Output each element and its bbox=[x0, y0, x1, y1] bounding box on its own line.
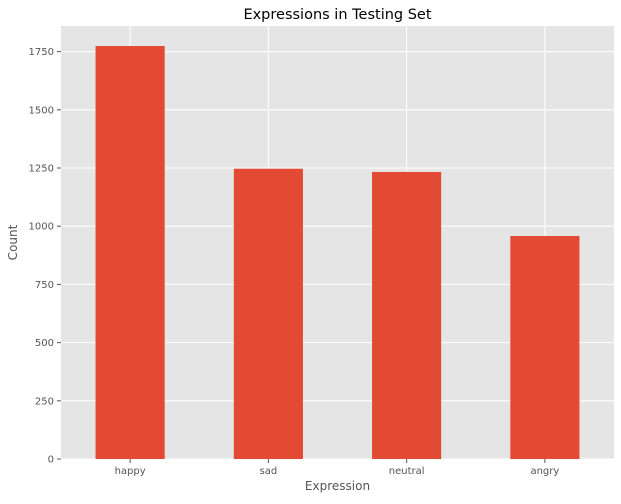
x-tick-label: happy bbox=[115, 466, 146, 477]
bar-happy bbox=[95, 46, 165, 459]
bars bbox=[95, 46, 580, 460]
x-tick-label: neutral bbox=[389, 466, 425, 477]
y-tick-label: 1250 bbox=[29, 164, 54, 175]
bar-neutral bbox=[372, 171, 442, 460]
x-axis-ticks: happy sad neutral angry bbox=[115, 459, 559, 477]
y-tick-label: 500 bbox=[35, 338, 54, 349]
bar-sad bbox=[233, 168, 303, 459]
chart-title: Expressions in Testing Set bbox=[243, 7, 431, 23]
x-axis-title: Expression bbox=[305, 479, 370, 493]
y-tick-label: 0 bbox=[48, 455, 54, 466]
y-tick-label: 1000 bbox=[29, 222, 54, 233]
y-tick-label: 1500 bbox=[29, 105, 54, 116]
y-tick-label: 1750 bbox=[29, 47, 54, 58]
bar-angry bbox=[510, 235, 580, 459]
y-tick-label: 750 bbox=[35, 280, 54, 291]
y-axis-title: Count bbox=[6, 224, 20, 260]
y-axis-ticks: 0 250 500 750 1000 1250 1500 1750 bbox=[29, 47, 61, 466]
y-tick-label: 250 bbox=[35, 396, 54, 407]
x-tick-label: sad bbox=[260, 466, 278, 477]
x-tick-label: angry bbox=[530, 466, 559, 477]
